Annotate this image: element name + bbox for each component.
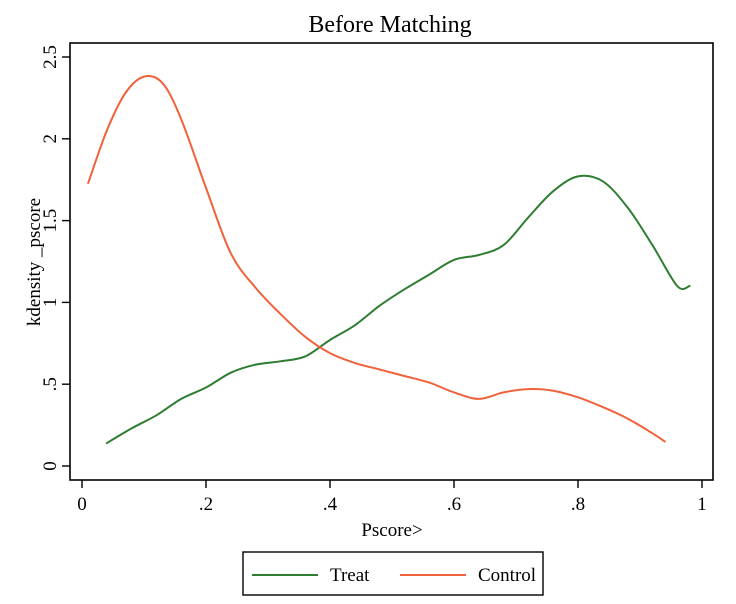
legend-label-control: Control [478, 565, 536, 586]
series-line-treat [105, 174, 691, 445]
x-axis-label: Pscore> [361, 520, 422, 541]
x-tick-label: .8 [571, 494, 585, 515]
y-tick-label: 2.5 [40, 45, 61, 69]
y-tick-label: .5 [40, 377, 61, 391]
x-tick-label: .4 [323, 494, 338, 515]
chart-title: Before Matching [308, 12, 471, 38]
x-tick-label: .6 [447, 494, 461, 515]
y-tick-label: 0 [40, 461, 61, 471]
x-tick-label: .2 [199, 494, 213, 515]
y-tick-label: 2 [40, 134, 61, 144]
plot-area-frame [69, 42, 714, 481]
y-axis-label: kdensity _pscore [24, 198, 45, 326]
x-tick-label: 1 [697, 494, 707, 515]
legend-label-treat: Treat [330, 565, 370, 586]
y-tick-label: 1.5 [40, 209, 61, 233]
series-line-control [87, 74, 666, 443]
legend-box [242, 551, 544, 596]
y-tick-label: 1 [40, 298, 61, 308]
x-tick-label: 0 [77, 494, 87, 515]
